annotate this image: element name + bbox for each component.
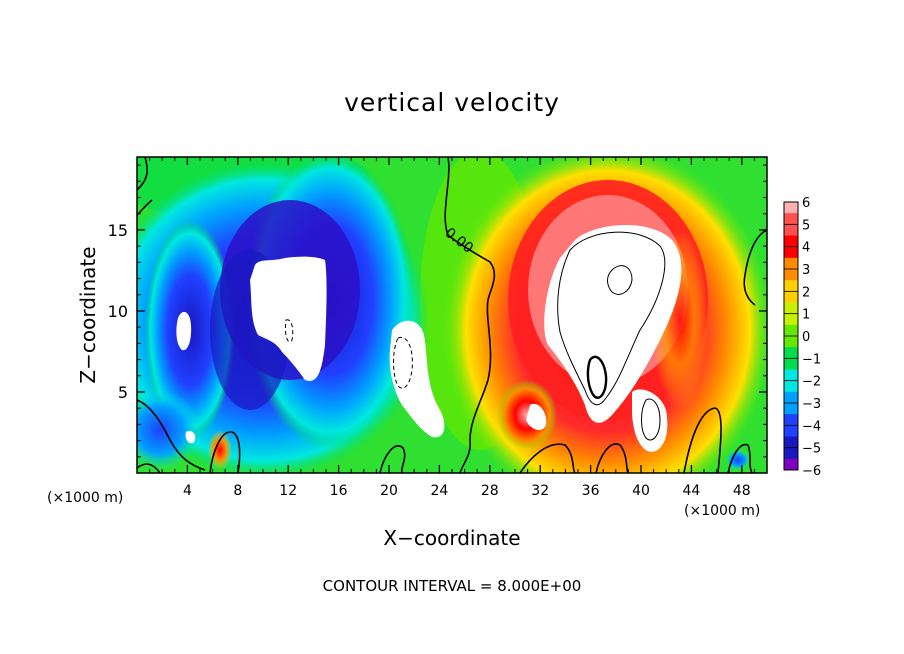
x-tick-label: 28 [481, 483, 499, 499]
colorbar-swatch [784, 391, 798, 404]
colorbar-swatch [784, 213, 798, 225]
colorbar-label: −6 [802, 464, 821, 479]
colorbar-swatch [784, 202, 798, 214]
x-axis: 4 8 12 16 20 24 28 32 36 40 44 48 [149, 157, 755, 499]
colorbar-swatch [784, 291, 798, 303]
colorbar-label: −2 [802, 375, 821, 390]
y-axis-label: Z−coordinate [76, 246, 100, 384]
colorbar-label: 1 [802, 308, 810, 323]
velocity-field: 0.00 [137, 157, 767, 473]
colorbar-swatch [784, 257, 798, 270]
colorbar-swatch [784, 324, 798, 337]
x-tick-label: 40 [632, 483, 650, 499]
colorbar-swatch [784, 269, 798, 281]
chart-title: vertical velocity [344, 88, 560, 117]
colorbar-swatch [784, 403, 798, 415]
x-tick-label: 36 [582, 483, 600, 499]
colorbar-label: −1 [802, 352, 821, 367]
colorbar-label: −3 [802, 397, 821, 412]
y-axis: 5 10 15 [108, 164, 767, 458]
colorbar-swatch [784, 224, 798, 236]
colorbar-label: 0 [802, 330, 810, 345]
colorbar-frame [783, 201, 799, 471]
contour-lines [137, 157, 767, 473]
colorbar-swatch [784, 235, 798, 248]
colorbar-label: 5 [802, 218, 810, 233]
x-tick-label: 8 [233, 483, 242, 499]
x-tick-label: 20 [380, 483, 398, 499]
colorbar-swatch [784, 458, 798, 471]
colorbar-swatch [784, 313, 798, 326]
colorbar-swatch [784, 336, 798, 348]
y-tick-label: 5 [118, 383, 128, 402]
x-axis-label: X−coordinate [383, 526, 521, 550]
x-tick-label: 16 [330, 483, 348, 499]
colorbar-swatch [784, 246, 798, 259]
x-tick-label: 48 [733, 483, 751, 499]
colorbar-label: 3 [802, 263, 810, 278]
colorbar-swatch [784, 447, 798, 460]
colorbar-swatch [784, 280, 798, 292]
updraft-core [544, 224, 682, 423]
x-tick-label: 44 [682, 483, 700, 499]
colorbar-swatch [784, 425, 798, 437]
x-unit-left: (×1000 m) [47, 490, 124, 506]
colorbar-label: −5 [802, 442, 821, 457]
colorbar-swatch [784, 414, 798, 426]
colorbar-label: 2 [802, 285, 810, 300]
contour-interval-note: CONTOUR INTERVAL = 8.000E+00 [322, 577, 582, 595]
y-tick-label: 10 [108, 302, 128, 321]
downdraft-core [250, 256, 327, 381]
x-tick-label: 12 [279, 483, 297, 499]
x-tick-label: 4 [183, 483, 192, 499]
colorbar-swatch [784, 436, 798, 449]
y-tick-label: 15 [108, 221, 128, 240]
x-tick-label: 32 [531, 483, 549, 499]
colorbar: 6 5 4 3 2 1 0 −1 −2 −3 −4 −5 −6 [783, 196, 821, 479]
colorbar-label: 6 [802, 196, 810, 211]
x-unit-right: (×1000 m) [684, 503, 761, 519]
colorbar-swatch [784, 369, 798, 382]
colorbar-swatch [784, 380, 798, 393]
colorbar-swatch [784, 358, 798, 370]
colorbar-label: 4 [802, 241, 810, 256]
colorbar-label: −4 [802, 419, 821, 434]
x-tick-label: 24 [430, 483, 448, 499]
colorbar-swatch [784, 347, 798, 359]
colorbar-swatch [784, 302, 798, 315]
